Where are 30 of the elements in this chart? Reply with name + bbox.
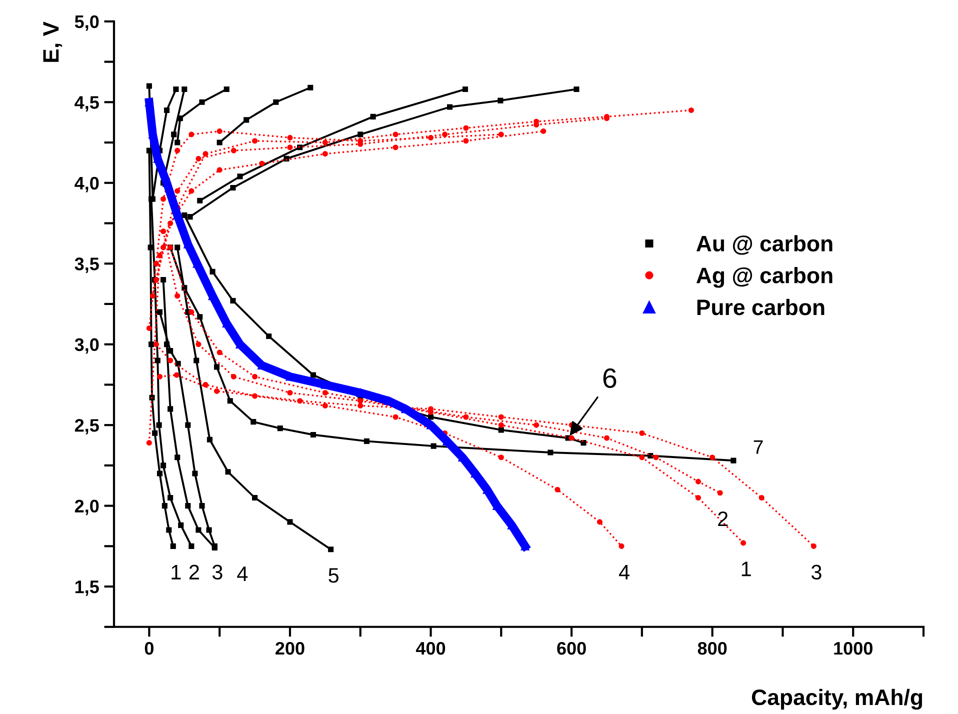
- y-tick-label: 3,5: [74, 258, 99, 273]
- annotation: 2: [189, 564, 199, 580]
- y-tick-label: 4,5: [74, 96, 99, 112]
- y-tick-label: 5,0: [74, 15, 99, 31]
- annotation: 4: [618, 564, 630, 580]
- annotation: 3: [811, 564, 822, 580]
- x-tick-label: 400: [416, 642, 446, 655]
- y-tick-label: 1,5: [75, 580, 99, 596]
- annotation: 6: [603, 368, 616, 388]
- annotation: 4: [237, 566, 248, 581]
- x-axis-title: Capacity, mAh/g: [752, 688, 922, 710]
- legend-label: Pure carbon: [697, 298, 824, 316]
- annotation: 3: [212, 564, 222, 580]
- y-axis-title: E, V: [43, 22, 62, 62]
- annotation: 1: [742, 562, 751, 576]
- annotation: 2: [718, 512, 728, 526]
- x-tick-label: 0: [144, 642, 154, 655]
- annotation: 5: [328, 568, 339, 583]
- y-tick-label: 3,0: [74, 338, 99, 354]
- y-tick-label: 2,0: [74, 500, 99, 516]
- x-tick-label: 800: [698, 642, 727, 655]
- x-tick-label: 600: [557, 642, 586, 655]
- y-tick-label: 4,0: [74, 176, 99, 192]
- legend-label: Au @ carbon: [696, 235, 832, 255]
- x-tick-label: 1000: [834, 642, 872, 655]
- annotation: 7: [754, 440, 763, 454]
- y-tick-label: 2,5: [74, 419, 99, 434]
- annotation: 1: [172, 564, 181, 580]
- legend-label: Ag @ carbon: [696, 266, 832, 288]
- x-tick-label: 200: [276, 642, 304, 655]
